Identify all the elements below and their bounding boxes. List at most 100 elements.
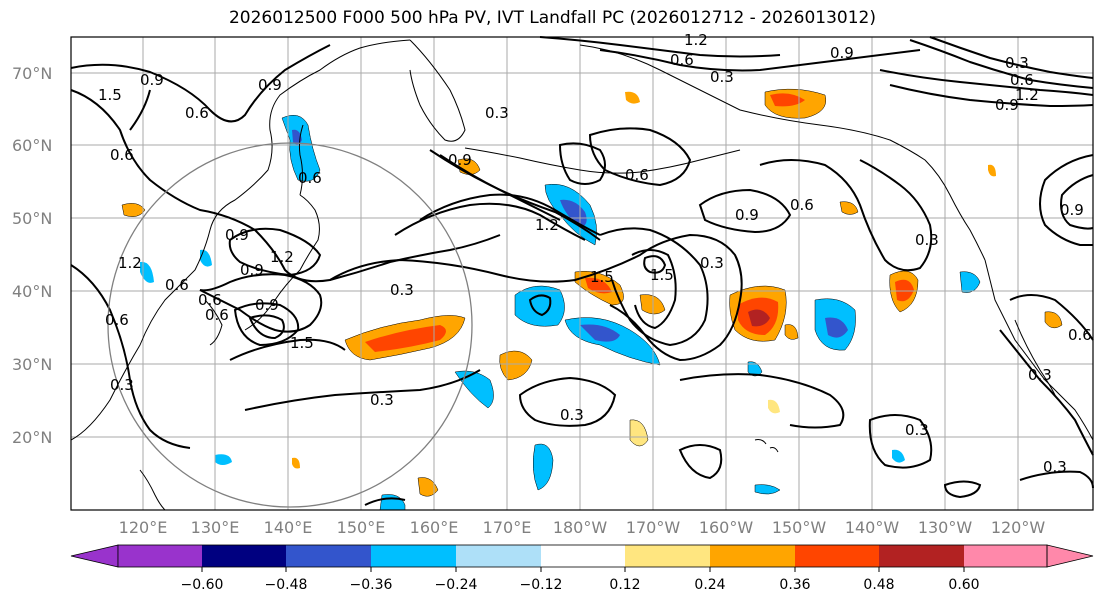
coastlines [70, 39, 1094, 511]
contour-line [129, 89, 151, 131]
shade-pos-patch [784, 324, 799, 340]
contour-label: 0.9 [140, 71, 164, 89]
colorbar-segment [541, 545, 625, 567]
contour-label: 1.5 [98, 86, 122, 104]
contour-label: 0.6 [790, 196, 814, 214]
shade-neg-patch [454, 370, 494, 409]
lon-label: 160°E [410, 518, 459, 537]
contour-line [244, 369, 481, 411]
contour-line [1039, 154, 1094, 246]
coast-korea [204, 299, 223, 346]
contour-label: 0.9 [258, 76, 282, 94]
colorbar-tick-label: −0.24 [435, 577, 478, 593]
contour-line [588, 127, 692, 187]
contour-label: 0.3 [1043, 458, 1067, 476]
lat-label: 70°N [12, 64, 52, 83]
shade-pos-patch [629, 419, 649, 447]
coast-na-west [984, 259, 1094, 441]
shade-pos-patch [768, 399, 780, 414]
contour-label: 0.3 [485, 104, 509, 122]
colorbar-tick-label: −0.36 [350, 577, 393, 593]
shade-neg-patch [532, 443, 554, 491]
lon-label: 170°E [483, 518, 532, 537]
contour-label: 0.6 [670, 51, 694, 69]
contour-label: 0.6 [165, 276, 189, 294]
contour-label: 0.9 [735, 206, 759, 224]
contour-label: 0.3 [560, 406, 584, 424]
contour-label: 0.3 [710, 68, 734, 86]
map-panel: 1.2 0.9 0.6 0.3 1.5 0.9 0.6 0.6 0.6 0.9 … [70, 31, 1094, 511]
shading-layer [121, 88, 1063, 511]
contour-line [698, 188, 792, 234]
contour-line [419, 193, 601, 236]
colorbar-extend-right [1046, 544, 1094, 568]
contour-label: 0.3 [1028, 366, 1052, 384]
contour-line [439, 154, 561, 221]
contour-line [943, 480, 982, 499]
contour-line [868, 414, 933, 469]
contour-label: 1.2 [535, 216, 559, 234]
contour-line [199, 273, 323, 333]
contour-label: 0.3 [110, 376, 134, 394]
contour-label: 0.9 [995, 96, 1019, 114]
coast-alaska [579, 44, 986, 261]
colorbar-tick-label: 0.12 [609, 577, 640, 593]
contour-label: 1.2 [684, 31, 708, 49]
contour-line [631, 249, 677, 330]
shade-pos-patch [988, 164, 996, 177]
contour-line [999, 329, 1094, 456]
shade-neg-patch [580, 324, 620, 342]
shade-pos-patch [365, 325, 446, 352]
contour-labels: 1.2 0.9 0.6 0.3 1.5 0.9 0.6 0.6 0.6 0.9 … [98, 31, 1092, 476]
contour-line [879, 69, 1094, 96]
shade-neg-patch [892, 449, 905, 463]
shade-neg-patch [281, 114, 321, 182]
lon-label: 120°W [991, 518, 1046, 537]
contour-label: 0.9 [225, 226, 249, 244]
graticule [71, 37, 1093, 510]
contour-label: 0.6 [105, 311, 129, 329]
contour-label: 0.6 [185, 104, 209, 122]
contour-line [70, 89, 501, 283]
lon-label: 120°E [119, 518, 168, 537]
colorbar-segment [710, 545, 795, 567]
coast-asia [70, 39, 411, 441]
colorbar-tick-label: 0.24 [694, 577, 725, 593]
colorbar-ticks [201, 567, 965, 572]
lon-label: 160°W [699, 518, 754, 537]
contour-line [70, 44, 331, 123]
shade-neg-patch [959, 271, 981, 293]
colorbar-segment [286, 545, 371, 567]
shade-pos-patch [121, 203, 146, 217]
shade-neg-patch [215, 454, 232, 465]
coast-kamchatka [409, 39, 466, 142]
contour-label: 0.6 [1068, 326, 1092, 344]
colorbar-tick-label: −0.60 [181, 577, 224, 593]
contour-line [1009, 294, 1094, 341]
colorbar-extend-left [70, 544, 119, 568]
colorbar: −0.60 −0.48 −0.36 −0.24 −0.12 0.12 0.24 … [70, 544, 1094, 593]
lat-label: 30°N [12, 355, 52, 374]
contour-line [539, 36, 781, 58]
lon-label: 130°E [191, 518, 240, 537]
shade-pos-patch [748, 309, 770, 327]
lon-label: 150°E [337, 518, 386, 537]
pv-contours [70, 36, 1094, 506]
contour-label: 0.3 [915, 231, 939, 249]
contour-label: 0.6 [205, 306, 229, 324]
lat-label: 40°N [12, 282, 52, 301]
contour-line [364, 497, 406, 506]
shade-pos-patch [585, 277, 612, 294]
lon-label: 150°W [772, 518, 827, 537]
contour-label: 1.2 [1015, 86, 1039, 104]
contour-line [248, 314, 285, 340]
contour-label: 0.3 [905, 421, 929, 439]
lon-label: 180°W [553, 518, 608, 537]
contour-line [599, 49, 921, 72]
contour-line [1060, 174, 1094, 230]
contour-label: 0.3 [700, 254, 724, 272]
contour-line [558, 142, 606, 185]
colorbar-tick-label: 0.36 [779, 577, 810, 593]
map-frame [70, 36, 1094, 511]
